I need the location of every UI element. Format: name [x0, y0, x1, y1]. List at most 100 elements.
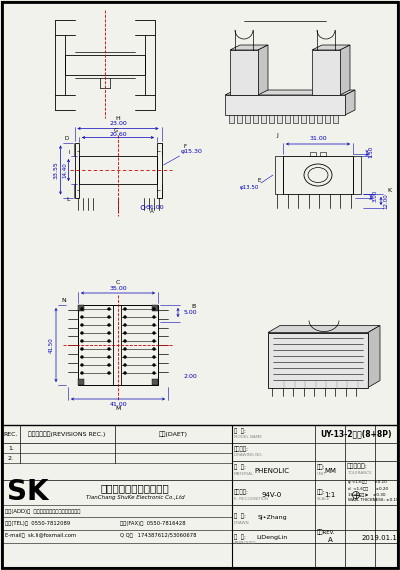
Polygon shape [230, 45, 268, 50]
Circle shape [81, 332, 83, 334]
Circle shape [124, 348, 126, 350]
Circle shape [153, 364, 155, 366]
Circle shape [124, 364, 126, 366]
Text: 1:1: 1:1 [324, 492, 336, 498]
Text: 天长市树科电子有限公司: 天长市树科电子有限公司 [101, 483, 169, 493]
Text: 23.00: 23.00 [109, 121, 127, 126]
Circle shape [108, 340, 110, 342]
Circle shape [81, 316, 83, 318]
Text: APPROVED: APPROVED [234, 541, 256, 545]
Bar [275, 156, 283, 194]
Circle shape [153, 372, 155, 374]
Circle shape [108, 356, 110, 358]
Circle shape [108, 348, 110, 350]
Bar [301, 115, 306, 123]
Bar [333, 115, 338, 123]
Bar [261, 115, 266, 123]
Text: 20.60: 20.60 [109, 132, 127, 137]
Text: 电话(TEL)：  0550-7812089: 电话(TEL)： 0550-7812089 [5, 520, 70, 526]
Bar [152, 305, 158, 311]
Text: MM: MM [324, 468, 336, 474]
Text: DRAWN: DRAWN [234, 521, 250, 525]
Text: E-mail：  sk.li@foxmail.com: E-mail： sk.li@foxmail.com [5, 534, 76, 539]
Bar [79, 156, 157, 184]
Bar [320, 152, 326, 156]
Text: REC.: REC. [4, 431, 18, 437]
Text: 1.: 1. [8, 446, 14, 450]
Text: 12.00: 12.00 [384, 193, 388, 209]
Circle shape [153, 348, 155, 350]
Circle shape [124, 372, 126, 374]
Bar [157, 142, 162, 197]
Text: 16<1以上       ±0.30: 16<1以上 ±0.30 [348, 492, 386, 496]
Circle shape [81, 372, 83, 374]
Circle shape [153, 308, 155, 310]
Bar [152, 379, 158, 385]
Text: WALL THICKNESS: ±0.15: WALL THICKNESS: ±0.15 [348, 498, 399, 502]
Text: Q Q：   174387612/53060678: Q Q： 174387612/53060678 [120, 534, 196, 539]
Polygon shape [368, 325, 380, 388]
Text: F: F [184, 144, 187, 149]
Text: 35.00: 35.00 [109, 286, 127, 291]
Text: Θ1.00: Θ1.00 [146, 205, 165, 210]
Circle shape [108, 316, 110, 318]
Bar [78, 305, 84, 311]
Polygon shape [268, 325, 380, 332]
Bar [353, 156, 361, 194]
Text: 2019.01.18: 2019.01.18 [362, 535, 400, 541]
Text: SCALE: SCALE [317, 497, 330, 501]
Text: PHENOLIC: PHENOLIC [254, 468, 290, 474]
Circle shape [108, 364, 110, 366]
Text: DRAWING NO.: DRAWING NO. [234, 453, 263, 457]
Circle shape [153, 324, 155, 326]
Text: C: C [116, 280, 120, 286]
Text: 3.00: 3.00 [372, 190, 378, 202]
Text: 2.00: 2.00 [184, 374, 198, 380]
Polygon shape [345, 90, 355, 115]
Text: 审  核:: 审 核: [234, 534, 246, 540]
Text: 传真(FAX)：  0550-7816428: 传真(FAX)： 0550-7816428 [120, 520, 186, 526]
Text: MATERIAL: MATERIAL [234, 472, 254, 476]
Circle shape [108, 324, 110, 326]
Text: SJ•Zhang: SJ•Zhang [257, 515, 287, 520]
Text: 版本变更记录(REVISIONS REC.): 版本变更记录(REVISIONS REC.) [28, 431, 106, 437]
Circle shape [124, 316, 126, 318]
Bar [269, 115, 274, 123]
Text: 版本REV.: 版本REV. [317, 529, 335, 535]
Bar [312, 50, 340, 95]
Text: 日期(DAET): 日期(DAET) [158, 431, 188, 437]
Bar [237, 115, 242, 123]
Bar [225, 95, 345, 115]
Text: M: M [115, 406, 121, 412]
Text: 94V-0: 94V-0 [262, 492, 282, 498]
Circle shape [124, 340, 126, 342]
Circle shape [81, 340, 83, 342]
Text: J: J [276, 132, 278, 137]
Bar [268, 332, 368, 388]
Bar [78, 305, 158, 385]
Text: MODEL NAME: MODEL NAME [234, 435, 262, 439]
Text: B: B [192, 304, 196, 310]
Bar [253, 115, 258, 123]
Text: E: E [258, 177, 261, 182]
Text: 31.00: 31.00 [309, 136, 327, 141]
Bar [245, 115, 250, 123]
Circle shape [153, 340, 155, 342]
Text: 14.40: 14.40 [62, 162, 67, 178]
Text: d  <1.6以上      ±0.20: d <1.6以上 ±0.20 [348, 486, 388, 490]
Text: 材  质:: 材 质: [234, 464, 246, 470]
Text: LiDengLin: LiDengLin [256, 535, 288, 540]
Bar [277, 115, 282, 123]
Text: φ15.30: φ15.30 [180, 149, 202, 154]
Circle shape [153, 356, 155, 358]
Text: SK: SK [7, 478, 49, 506]
Bar [285, 115, 290, 123]
Bar [78, 379, 84, 385]
Text: H: H [116, 116, 120, 121]
Text: A: A [150, 209, 154, 214]
Text: A: A [328, 537, 332, 543]
Text: E. RECOGNITION: E. RECOGNITION [234, 497, 268, 501]
Text: TOLERANCE: TOLERANCE [347, 471, 372, 475]
Circle shape [108, 372, 110, 374]
Text: φ <1.6以上      ±0.10: φ <1.6以上 ±0.10 [348, 480, 387, 484]
